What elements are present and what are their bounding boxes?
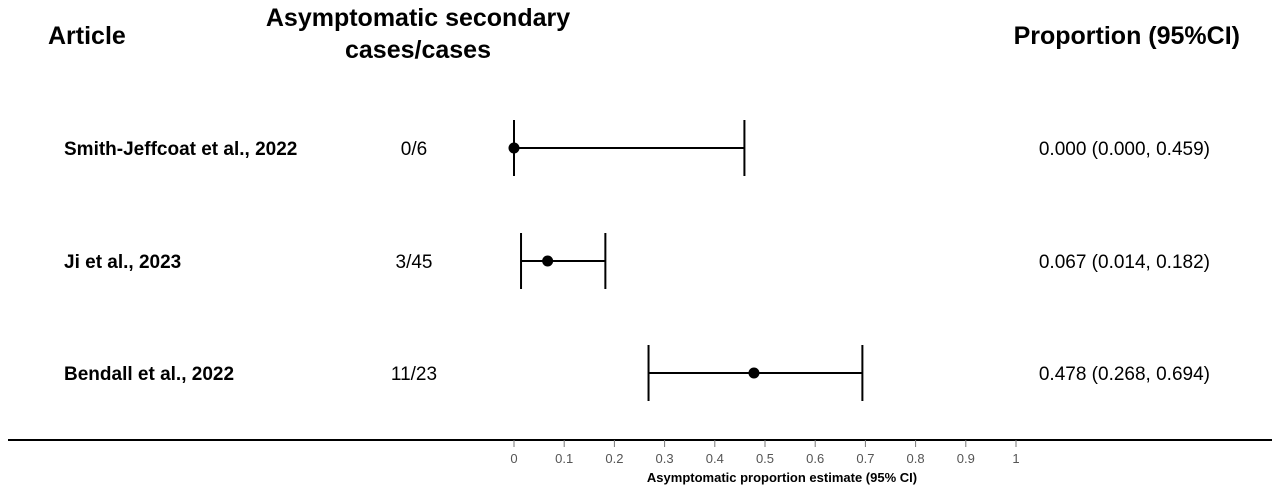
- x-tick-label: 0.7: [856, 451, 874, 466]
- row-article-label: Ji et al., 2023: [64, 252, 181, 273]
- x-axis-title: Asymptomatic proportion estimate (95% CI…: [647, 470, 917, 485]
- x-tick-label: 0: [510, 451, 517, 466]
- row-proportion-label: 0.000 (0.000, 0.459): [1039, 139, 1210, 160]
- x-tick-label: 0.9: [957, 451, 975, 466]
- row-article-label: Smith-Jeffcoat et al., 2022: [64, 139, 297, 160]
- x-tick-label: 0.1: [555, 451, 573, 466]
- forest-row: Ji et al., 2023 3/45 0.067 (0.014, 0.182): [64, 233, 1210, 289]
- header-cases: Asymptomatic secondary cases/cases: [240, 2, 596, 66]
- header-proportion: Proportion (95%CI): [1013, 22, 1240, 50]
- x-tick-label: 0.6: [806, 451, 824, 466]
- row-article-label: Bendall et al., 2022: [64, 364, 234, 385]
- row-proportion-label: 0.067 (0.014, 0.182): [1039, 252, 1210, 273]
- x-tick-label: 1: [1012, 451, 1019, 466]
- point-estimate: [748, 367, 760, 379]
- row-cases-label: 3/45: [396, 252, 433, 273]
- x-tick-label: 0.8: [907, 451, 925, 466]
- x-tick-label: 0.5: [756, 451, 774, 466]
- row-cases-label: 11/23: [391, 364, 437, 385]
- x-tick-label: 0.2: [605, 451, 623, 466]
- forest-rows: Smith-Jeffcoat et al., 2022 0/6 0.000 (0.0…: [64, 120, 1210, 401]
- point-estimate: [508, 142, 520, 154]
- point-estimate: [542, 255, 554, 267]
- x-axis-ticks: 0 0.1 0.2 0.3 0.4 0.5 0.6 0.7 0.8 0.9 1: [510, 440, 1020, 466]
- row-proportion-label: 0.478 (0.268, 0.694): [1039, 364, 1210, 385]
- row-cases-label: 0/6: [401, 139, 427, 160]
- header-article: Article: [48, 22, 126, 50]
- x-tick-label: 0.3: [656, 451, 674, 466]
- forest-row: Bendall et al., 2022 11/23 0.478 (0.268, 0…: [64, 345, 1210, 401]
- x-tick-label: 0.4: [706, 451, 724, 466]
- header-cases-line2: cases/cases: [345, 36, 491, 64]
- forest-row: Smith-Jeffcoat et al., 2022 0/6 0.000 (0.0…: [64, 120, 1210, 176]
- header-cases-line1: Asymptomatic secondary: [265, 4, 571, 32]
